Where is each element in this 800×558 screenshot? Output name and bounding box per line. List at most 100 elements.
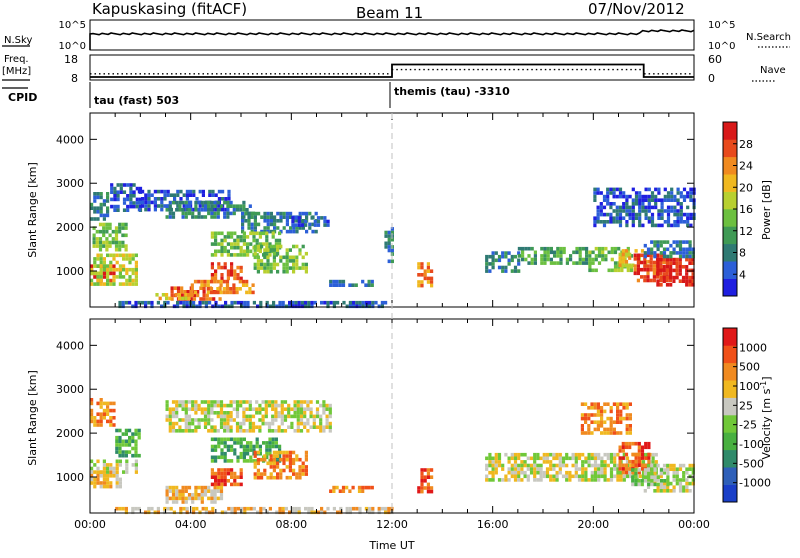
heatmap-cell — [533, 456, 537, 461]
heatmap-cell — [246, 242, 250, 246]
heatmap-cell — [93, 271, 97, 276]
heatmap-cell — [118, 481, 122, 485]
heatmap-cell — [678, 272, 682, 276]
heatmap-cell — [249, 231, 253, 236]
heatmap-cell — [691, 261, 695, 265]
heatmap-cell — [606, 431, 610, 435]
heatmap-cell — [217, 262, 221, 266]
heatmap-cell — [631, 212, 635, 217]
heatmap-cell — [263, 468, 267, 473]
heatmap-cell — [253, 262, 257, 267]
heatmap-cell — [580, 427, 584, 432]
heatmap-cell — [255, 441, 259, 445]
heatmap-cell — [210, 400, 214, 404]
heatmap-cell — [248, 414, 252, 419]
heatmap-cell — [181, 418, 185, 422]
heatmap-cell — [420, 475, 424, 479]
heatmap-cell — [236, 273, 240, 277]
heatmap-cell — [659, 257, 663, 262]
heatmap-cell — [293, 407, 297, 411]
heatmap-cell — [643, 251, 647, 255]
heatmap-cell — [230, 437, 234, 442]
heatmap-cell — [638, 223, 642, 228]
heatmap-cell — [106, 195, 110, 200]
heatmap-cell — [277, 414, 281, 419]
heatmap-cell — [186, 290, 190, 294]
heatmap-cell — [288, 510, 292, 515]
heatmap-cell — [292, 461, 296, 466]
heatmap-cell — [179, 506, 183, 511]
heatmap-cell — [115, 463, 119, 467]
heatmap-cell — [637, 452, 641, 457]
heatmap-cell — [137, 428, 141, 433]
heatmap-cell — [326, 300, 330, 305]
heatmap-cell — [328, 421, 332, 426]
heatmap-cell — [213, 493, 217, 497]
heatmap-cell — [662, 268, 666, 273]
heatmap-cell — [138, 204, 143, 209]
heatmap-cell — [153, 197, 157, 201]
heatmap-cell — [426, 265, 430, 270]
heatmap-cell — [157, 197, 161, 201]
heatmap-cell — [628, 252, 632, 257]
heatmap-cell — [113, 208, 117, 212]
heatmap-cell — [649, 267, 653, 272]
heatmap-cell — [129, 194, 133, 198]
heatmap-cell — [189, 290, 193, 294]
heatmap-cell — [688, 275, 692, 280]
heatmap-cell — [147, 204, 151, 208]
heatmap-cell — [262, 231, 266, 236]
heatmap-cell — [207, 414, 211, 419]
heatmap-cell — [112, 466, 116, 471]
heatmap-cell — [624, 252, 629, 257]
heatmap-cell — [643, 257, 647, 261]
heatmap-cell — [488, 269, 492, 273]
heatmap-cell — [119, 190, 123, 194]
heatmap-cell — [282, 468, 286, 473]
heatmap-cell — [216, 211, 220, 216]
heatmap-cell — [241, 215, 245, 219]
heatmap-cell — [691, 283, 695, 287]
heatmap-cell — [675, 467, 679, 471]
heatmap-cell — [304, 266, 308, 270]
heatmap-cell — [513, 474, 518, 479]
heatmap-cell — [653, 463, 657, 468]
heatmap-cell — [678, 257, 682, 262]
heatmap-cell — [128, 253, 132, 258]
heatmap-cell — [577, 452, 582, 457]
heatmap-cell — [109, 264, 113, 268]
heatmap-cell — [625, 212, 629, 217]
heatmap-cell — [662, 485, 667, 489]
heatmap-cell — [654, 198, 658, 202]
heatmap-cell — [171, 425, 176, 429]
heatmap-cell — [682, 194, 687, 199]
heatmap-cell — [245, 414, 249, 419]
heatmap-cell — [189, 297, 193, 301]
heatmap-cell — [364, 485, 368, 490]
heatmap-cell — [368, 506, 372, 511]
heatmap-cell — [219, 283, 223, 287]
heatmap-cell — [141, 204, 145, 208]
heatmap-cell — [593, 427, 597, 432]
heatmap-cell — [673, 205, 677, 210]
heatmap-cell — [200, 493, 204, 497]
heatmap-cell — [685, 247, 689, 252]
heatmap-cell — [588, 268, 592, 273]
heatmap-cell — [616, 452, 620, 457]
heatmap-cell — [114, 237, 119, 241]
heatmap-cell — [125, 257, 129, 261]
heatmap-cell — [578, 254, 582, 258]
heatmap-cell — [507, 456, 511, 461]
heatmap-cell — [612, 194, 616, 199]
heatmap-cell — [601, 257, 605, 262]
heatmap-cell — [565, 452, 569, 457]
heatmap-cell — [494, 467, 498, 471]
freq-unit: [MHz] — [2, 66, 31, 77]
heatmap-cell — [568, 456, 572, 461]
heatmap-cell — [112, 275, 116, 279]
heatmap-cell — [256, 461, 260, 466]
heatmap-cell — [361, 279, 365, 284]
heatmap-cell — [533, 254, 537, 258]
heatmap-cell — [587, 463, 591, 468]
heatmap-cell — [219, 407, 224, 411]
